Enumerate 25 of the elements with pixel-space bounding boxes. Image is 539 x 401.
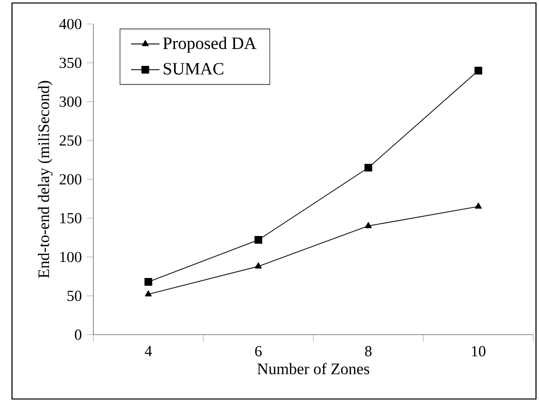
y-axis-title: End-to-end delay (miliSecond) (38, 80, 52, 278)
point (254, 236, 262, 244)
point (364, 164, 372, 172)
y-tick-label: 100 (60, 252, 82, 262)
y-tick-label: 200 (60, 174, 82, 185)
point (144, 278, 152, 286)
y-tick-label: 300 (60, 96, 82, 107)
x-axis-title: Number of Zones (257, 362, 370, 374)
x-tick-label: 8 (365, 346, 372, 356)
legend-label: Proposed DA (163, 36, 256, 53)
y-tick-label: 400 (59, 18, 82, 30)
y-tick-label: 350 (60, 58, 82, 68)
point (144, 290, 152, 296)
point (254, 262, 262, 268)
y-tick-label: 150 (60, 213, 82, 224)
legend-label: SUMAC (164, 62, 224, 75)
point (474, 66, 482, 74)
y-tick-label: 50 (68, 290, 82, 302)
point (474, 202, 482, 209)
y-tick-label: 250 (60, 135, 82, 146)
x-tick-label: 6 (255, 346, 262, 356)
x-tick-label: 10 (472, 346, 486, 356)
point (364, 222, 372, 228)
y-tick-label: 0 (74, 330, 82, 340)
x-tick-label: 4 (144, 346, 152, 356)
